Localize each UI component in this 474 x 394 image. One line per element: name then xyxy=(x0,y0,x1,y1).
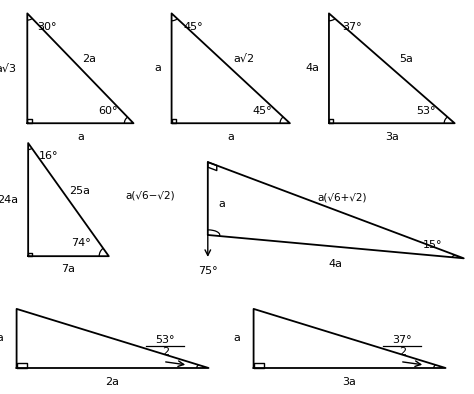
Text: a(√6+√2): a(√6+√2) xyxy=(318,192,367,202)
Text: 2: 2 xyxy=(162,347,169,357)
Text: 74°: 74° xyxy=(71,238,91,248)
Text: a: a xyxy=(77,132,84,141)
Text: 25a: 25a xyxy=(70,186,91,195)
Text: 37°: 37° xyxy=(342,22,361,32)
Text: 2a: 2a xyxy=(106,377,119,387)
Text: 2a: 2a xyxy=(82,54,97,64)
Text: 3a: 3a xyxy=(343,377,356,387)
Text: 7a: 7a xyxy=(62,264,75,274)
Text: 3a: 3a xyxy=(385,132,399,141)
Text: 53°: 53° xyxy=(155,335,175,345)
Text: a: a xyxy=(0,333,3,344)
Text: a: a xyxy=(155,63,161,73)
Text: a√2: a√2 xyxy=(234,54,255,64)
Text: a(√6−√2): a(√6−√2) xyxy=(125,191,174,201)
Text: 2: 2 xyxy=(399,347,406,357)
Text: a: a xyxy=(218,199,225,209)
Text: a: a xyxy=(228,132,234,141)
Text: 16°: 16° xyxy=(39,151,58,161)
Text: 30°: 30° xyxy=(37,22,57,32)
Text: 45°: 45° xyxy=(183,22,203,32)
Text: 4a: 4a xyxy=(306,63,320,73)
Text: 60°: 60° xyxy=(98,106,118,116)
Text: 37°: 37° xyxy=(392,335,412,345)
Text: 5a: 5a xyxy=(400,54,413,64)
Text: 75°: 75° xyxy=(198,266,218,277)
Text: 4a: 4a xyxy=(329,259,343,269)
Text: 15°: 15° xyxy=(423,240,443,250)
Text: a: a xyxy=(234,333,240,344)
Text: 24a: 24a xyxy=(0,195,18,204)
Text: a√3: a√3 xyxy=(0,63,17,73)
Text: 45°: 45° xyxy=(253,106,273,116)
Text: 53°: 53° xyxy=(416,106,436,116)
